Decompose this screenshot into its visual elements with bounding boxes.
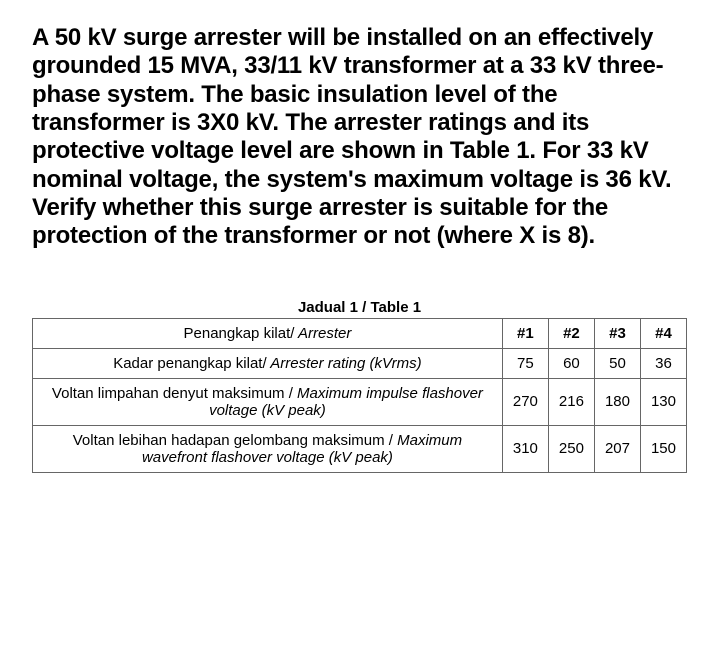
cell-value: 250 (548, 425, 594, 472)
cell-value: 180 (594, 378, 640, 425)
cell-value: 60 (548, 348, 594, 378)
cell-value: 310 (502, 425, 548, 472)
problem-statement: A 50 kV surge arrester will be installed… (32, 24, 687, 251)
table-container: Jadual 1 / Table 1 Penangkap kilat/ Arre… (32, 299, 687, 473)
cell-value: 207 (594, 425, 640, 472)
cell-value: 75 (502, 348, 548, 378)
row-label-cell: Voltan lebihan hadapan gelombang maksimu… (33, 425, 503, 472)
cell-value: 150 (640, 425, 686, 472)
col-header-2: #2 (548, 318, 594, 348)
col-header-3: #3 (594, 318, 640, 348)
cell-value: 216 (548, 378, 594, 425)
table-row: Voltan lebihan hadapan gelombang maksimu… (33, 425, 687, 472)
row-label-cell: Kadar penangkap kilat/ Arrester rating (… (33, 348, 503, 378)
row1-label-en: Arrester rating (kVrms) (267, 355, 422, 372)
arrester-table: Penangkap kilat/ Arrester #1 #2 #3 #4 Ka… (32, 318, 687, 473)
table-header-row: Penangkap kilat/ Arrester #1 #2 #3 #4 (33, 318, 687, 348)
table-row: Voltan limpahan denyut maksimum / Maximu… (33, 378, 687, 425)
row1-label-ms: Kadar penangkap kilat/ (113, 355, 266, 372)
row3-label-ms: Voltan lebihan hadapan gelombang maksimu… (73, 432, 393, 449)
header-label-cell: Penangkap kilat/ Arrester (33, 318, 503, 348)
cell-value: 50 (594, 348, 640, 378)
header-label-ms: Penangkap kilat/ (184, 325, 295, 342)
row2-label-ms: Voltan limpahan denyut maksimum / (52, 385, 293, 402)
col-header-1: #1 (502, 318, 548, 348)
table-row: Kadar penangkap kilat/ Arrester rating (… (33, 348, 687, 378)
col-header-4: #4 (640, 318, 686, 348)
cell-value: 130 (640, 378, 686, 425)
cell-value: 36 (640, 348, 686, 378)
table-caption: Jadual 1 / Table 1 (32, 299, 687, 316)
header-label-en: Arrester (294, 325, 351, 342)
cell-value: 270 (502, 378, 548, 425)
row-label-cell: Voltan limpahan denyut maksimum / Maximu… (33, 378, 503, 425)
